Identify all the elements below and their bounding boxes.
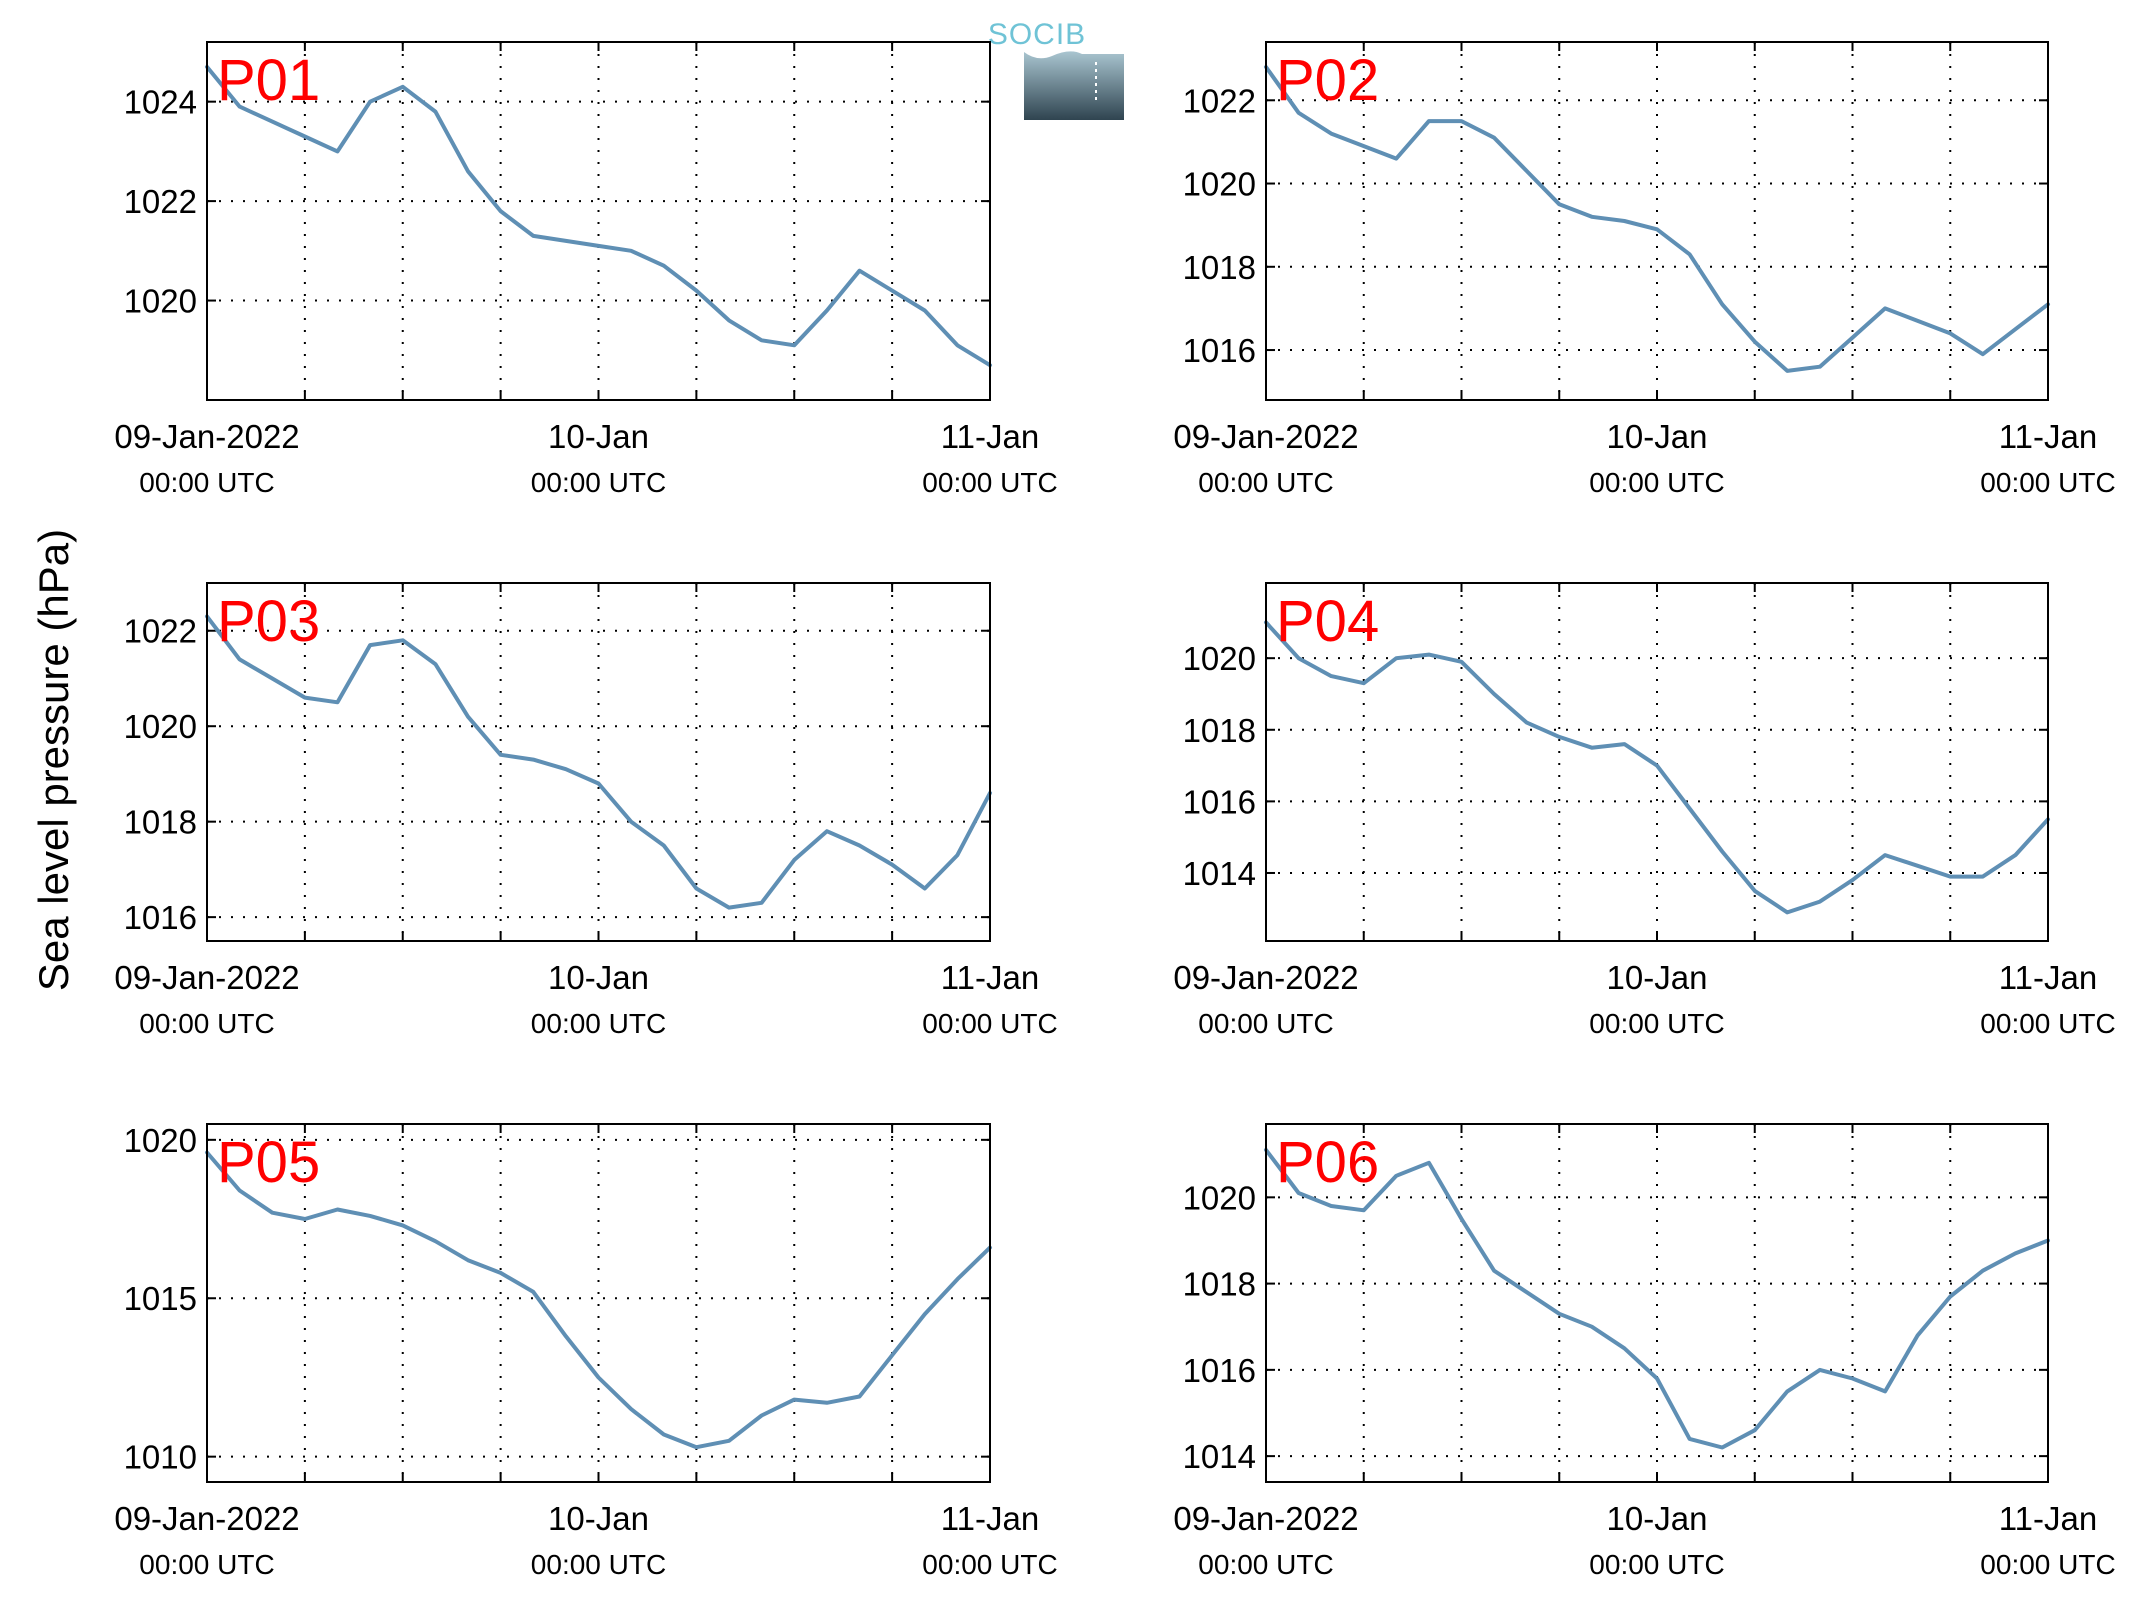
panel-label: P06 xyxy=(1276,1130,1379,1195)
y-tick-label: 1018 xyxy=(1183,1266,1256,1303)
y-tick-label: 1016 xyxy=(124,899,197,936)
plot-frame xyxy=(206,1123,991,1483)
series-line-p03 xyxy=(205,614,992,910)
y-tick-label: 1018 xyxy=(124,804,197,841)
x-tick-sublabel: 00:00 UTC xyxy=(531,1008,666,1039)
y-tick-label: 1018 xyxy=(1183,249,1256,286)
y-tick-label: 1014 xyxy=(1183,1438,1256,1475)
panel-label: P05 xyxy=(217,1130,320,1195)
y-tick-label: 1020 xyxy=(1183,166,1256,203)
logo-text: SOCIB xyxy=(988,18,1086,51)
x-tick-sublabel: 00:00 UTC xyxy=(1589,467,1724,498)
x-tick-sublabel: 00:00 UTC xyxy=(1198,467,1333,498)
x-tick-label: 10-Jan xyxy=(1607,1500,1708,1537)
y-tick-label: 1016 xyxy=(1183,1352,1256,1389)
y-tick-label: 1022 xyxy=(124,613,197,650)
plot-frame xyxy=(1265,41,2049,401)
x-tick-label: 11-Jan xyxy=(941,418,1039,455)
panel-label: P04 xyxy=(1276,589,1379,654)
y-tick-label: 1020 xyxy=(124,708,197,745)
x-tick-label: 10-Jan xyxy=(548,1500,649,1537)
x-tick-label: 11-Jan xyxy=(941,959,1039,996)
y-tick-label: 1014 xyxy=(1183,855,1256,892)
y-tick-label: 1022 xyxy=(124,183,197,220)
x-tick-sublabel: 00:00 UTC xyxy=(922,467,1057,498)
x-tick-sublabel: 00:00 UTC xyxy=(1589,1008,1724,1039)
series-line-p02 xyxy=(1264,65,2050,373)
x-tick-label: 10-Jan xyxy=(1607,959,1708,996)
y-tick-label: 1016 xyxy=(1183,783,1256,820)
y-tick-label: 1016 xyxy=(1183,332,1256,369)
series-line-p01 xyxy=(205,64,992,368)
y-tick-label: 1020 xyxy=(124,1122,197,1159)
x-tick-sublabel: 00:00 UTC xyxy=(139,467,274,498)
x-tick-label: 10-Jan xyxy=(1607,418,1708,455)
panel-p05: 1010 1015 1020 09-Jan-2022 00:00 UTC 10-Jan 00… xyxy=(114,1122,1057,1580)
y-tick-label: 1018 xyxy=(1183,712,1256,749)
x-tick-label: 10-Jan xyxy=(548,959,649,996)
x-tick-sublabel: 00:00 UTC xyxy=(1980,1549,2115,1580)
panel-label: P01 xyxy=(217,48,320,113)
y-tick-label: 1022 xyxy=(1183,82,1256,119)
x-tick-label: 09-Jan-2022 xyxy=(114,418,299,455)
plot-frame xyxy=(1265,1123,2049,1483)
x-tick-label: 09-Jan-2022 xyxy=(1173,959,1358,996)
x-tick-sublabel: 00:00 UTC xyxy=(1198,1549,1333,1580)
y-axis-label: Sea level pressure (hPa) xyxy=(30,529,77,991)
x-tick-sublabel: 00:00 UTC xyxy=(1589,1549,1724,1580)
panel-label: P03 xyxy=(217,589,320,654)
y-tick-label: 1020 xyxy=(1183,1179,1256,1216)
x-tick-label: 11-Jan xyxy=(1999,418,2097,455)
series-line-p06 xyxy=(1264,1147,2050,1450)
y-tick-label: 1015 xyxy=(124,1280,197,1317)
x-tick-sublabel: 00:00 UTC xyxy=(531,467,666,498)
x-tick-sublabel: 00:00 UTC xyxy=(139,1549,274,1580)
x-tick-label: 10-Jan xyxy=(548,418,649,455)
x-tick-label: 09-Jan-2022 xyxy=(1173,418,1358,455)
x-tick-label: 11-Jan xyxy=(1999,959,2097,996)
x-tick-sublabel: 00:00 UTC xyxy=(1198,1008,1333,1039)
x-tick-label: 09-Jan-2022 xyxy=(1173,1500,1358,1537)
panel-p01: 1020 1022 1024 09-Jan-2022 00:00 UTC 10-Jan 00… xyxy=(114,41,1058,498)
plot-frame xyxy=(206,582,991,942)
logo-wave-panel xyxy=(1024,51,1124,120)
y-tick-label: 1024 xyxy=(124,84,197,121)
x-tick-label: 09-Jan-2022 xyxy=(114,959,299,996)
x-tick-label: 09-Jan-2022 xyxy=(114,1500,299,1537)
y-tick-label: 1020 xyxy=(1183,640,1256,677)
x-tick-sublabel: 00:00 UTC xyxy=(1980,467,2115,498)
plot-frame xyxy=(206,41,991,401)
panel-p02: 1016 1018 1020 1022 09-Jan-2022 00:00 UTC 10-J… xyxy=(1173,41,2116,498)
series-line-p04 xyxy=(1264,620,2050,915)
x-tick-label: 11-Jan xyxy=(1999,1500,2097,1537)
panel-p03: 1016 1018 1020 1022 09-Jan-2022 00:00 UTC 10-J… xyxy=(114,582,1058,1039)
y-tick-label: 1020 xyxy=(124,283,197,320)
panel-p04: 1014 1016 1018 1020 09-Jan-2022 00:00 UTC 10-J… xyxy=(1173,582,2116,1039)
x-tick-sublabel: 00:00 UTC xyxy=(1980,1008,2115,1039)
x-tick-label: 11-Jan xyxy=(941,1500,1039,1537)
series-line-p05 xyxy=(205,1150,992,1450)
x-tick-sublabel: 00:00 UTC xyxy=(139,1008,274,1039)
panel-label: P02 xyxy=(1276,48,1379,113)
x-tick-sublabel: 00:00 UTC xyxy=(531,1549,666,1580)
plot-frame xyxy=(1265,582,2049,942)
panel-p06: 1014 1016 1018 1020 09-Jan-2022 00:00 UTC 10-J… xyxy=(1173,1123,2116,1580)
y-tick-label: 1010 xyxy=(124,1439,197,1476)
x-tick-sublabel: 00:00 UTC xyxy=(922,1008,1057,1039)
socib-logo: SOCIB xyxy=(988,18,1124,120)
x-tick-sublabel: 00:00 UTC xyxy=(922,1549,1057,1580)
